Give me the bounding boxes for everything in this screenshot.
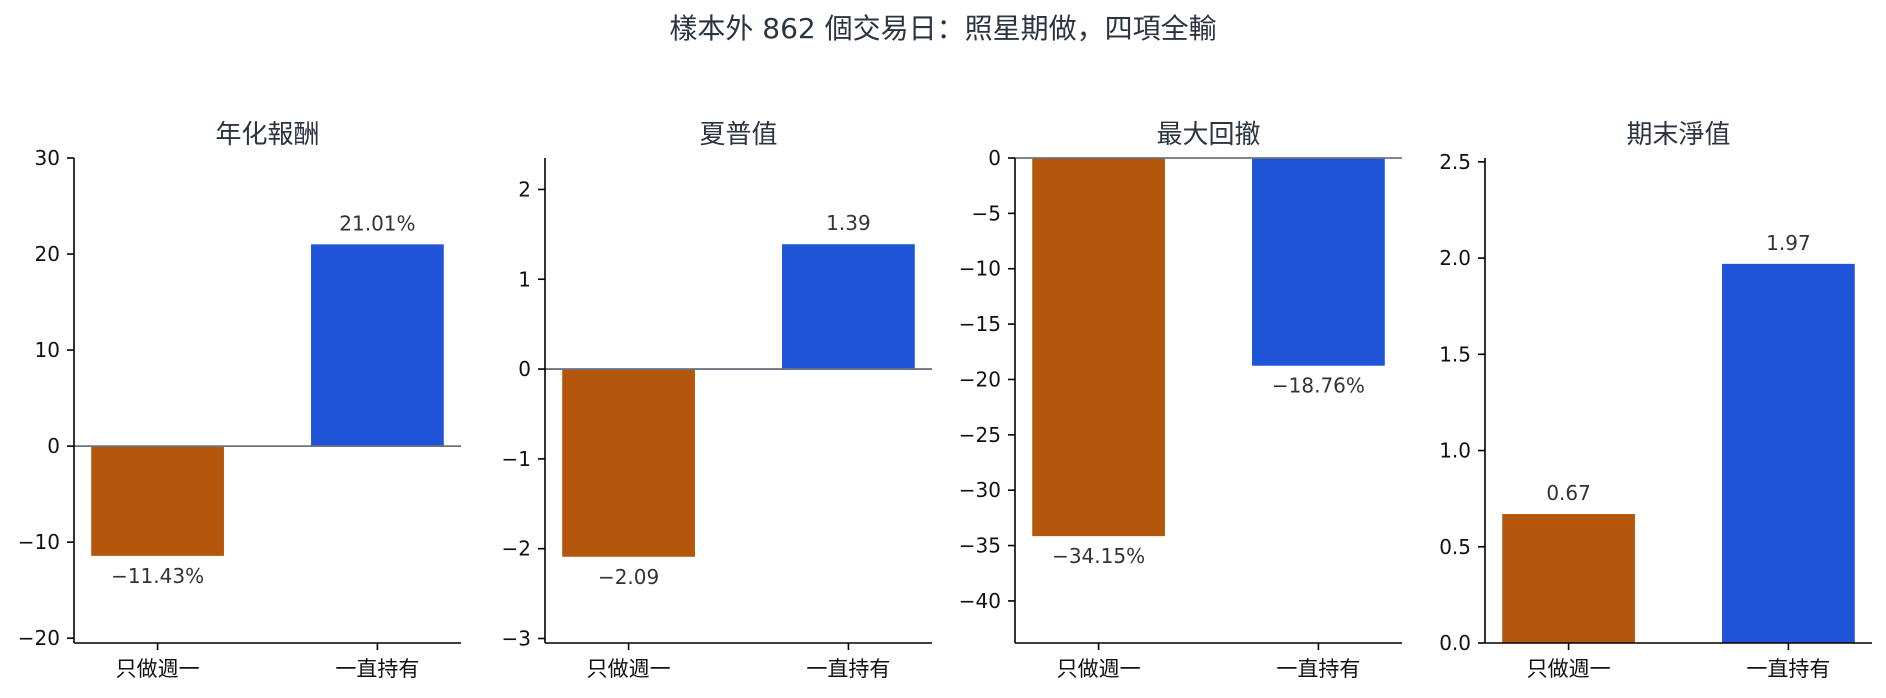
y-tick-label: 0	[47, 434, 60, 458]
bar-buy-and-hold	[1252, 158, 1385, 366]
bar-only-monday	[91, 446, 224, 556]
bar-buy-and-hold	[782, 244, 915, 370]
y-tick-label: 0.0	[1439, 631, 1471, 655]
chart-panel-sharpe: 夏普值 −3 −2 −1 0 1 2 −2.09 1.39 只做週一 一直持有	[502, 120, 932, 681]
y-tick-label: 0	[988, 146, 1001, 170]
y-tick-label: −35	[959, 534, 1001, 558]
panel-title-final-nav: 期末淨值	[1626, 120, 1730, 150]
y-tick-label: 10	[35, 338, 60, 362]
panel-title-max-drawdown: 最大回撤	[1156, 120, 1260, 150]
category-label-buy-and-hold: 一直持有	[1746, 657, 1830, 681]
chart-panel-annual-return: 年化報酬 −20 −10 0 10 20 30 −11.43% 21.01% 只做週一 一直持有	[18, 120, 461, 681]
bar-buy-and-hold	[1722, 263, 1855, 643]
chart-panel-final-nav: 期末淨值 0.0 0.5 1.0 1.5 2.0 2.5 0.67 1.97 只做週一 一直持有	[1439, 120, 1872, 681]
bar-buy-and-hold	[311, 244, 444, 447]
y-tick-label: −25	[959, 423, 1001, 447]
category-label-buy-and-hold: 一直持有	[806, 657, 890, 681]
data-label-buy-and-hold: 1.39	[826, 211, 871, 235]
y-tick-label: 20	[35, 242, 60, 266]
category-label-only-monday: 只做週一	[1057, 657, 1141, 681]
y-tick-label: 1.0	[1439, 439, 1471, 463]
y-tick-label: 0	[518, 357, 531, 381]
data-label-only-monday: −2.09	[598, 565, 659, 589]
category-label-buy-and-hold: 一直持有	[1276, 657, 1360, 681]
category-label-only-monday: 只做週一	[116, 657, 200, 681]
y-tick-label: −3	[502, 627, 531, 651]
y-tick-label: −20	[18, 626, 60, 650]
chart-panel-max-drawdown: 最大回撤 −40 −35 −30 −25 −20 −15 −10 −5 0 −34.15% −18.7…	[959, 120, 1402, 681]
bar-only-monday	[562, 369, 695, 557]
bar-only-monday	[1502, 514, 1635, 643]
y-tick-label: 2	[518, 177, 531, 201]
y-tick-label: −30	[959, 478, 1001, 502]
y-tick-label: 2.5	[1439, 150, 1471, 174]
y-tick-label: −10	[18, 530, 60, 554]
y-tick-label: −5	[972, 201, 1001, 225]
data-label-only-monday: −11.43%	[111, 564, 204, 588]
panel-title-sharpe: 夏普值	[699, 120, 777, 150]
panel-title-annual-return: 年化報酬	[215, 120, 319, 150]
y-tick-label: 2.0	[1439, 246, 1471, 270]
y-tick-label: −15	[959, 312, 1001, 336]
data-label-buy-and-hold: −18.76%	[1272, 374, 1365, 398]
data-label-only-monday: 0.67	[1546, 481, 1591, 505]
data-label-only-monday: −34.15%	[1052, 544, 1145, 568]
y-tick-label: 0.5	[1439, 535, 1471, 559]
y-tick-label: 1	[518, 267, 531, 291]
category-label-buy-and-hold: 一直持有	[335, 657, 419, 681]
y-tick-label: −20	[959, 367, 1001, 391]
y-tick-label: −1	[502, 447, 531, 471]
bar-only-monday	[1032, 158, 1165, 537]
data-label-buy-and-hold: 1.97	[1766, 231, 1811, 255]
data-label-buy-and-hold: 21.01%	[339, 211, 415, 235]
figure-title: 樣本外 862 個交易日：照星期做，四項全輸	[669, 12, 1216, 45]
y-tick-label: −2	[502, 537, 531, 561]
category-label-only-monday: 只做週一	[1527, 657, 1611, 681]
y-tick-label: 30	[35, 146, 60, 170]
y-tick-label: −10	[959, 257, 1001, 281]
y-tick-label: 1.5	[1439, 342, 1471, 366]
category-label-only-monday: 只做週一	[587, 657, 671, 681]
y-tick-label: −40	[959, 589, 1001, 613]
